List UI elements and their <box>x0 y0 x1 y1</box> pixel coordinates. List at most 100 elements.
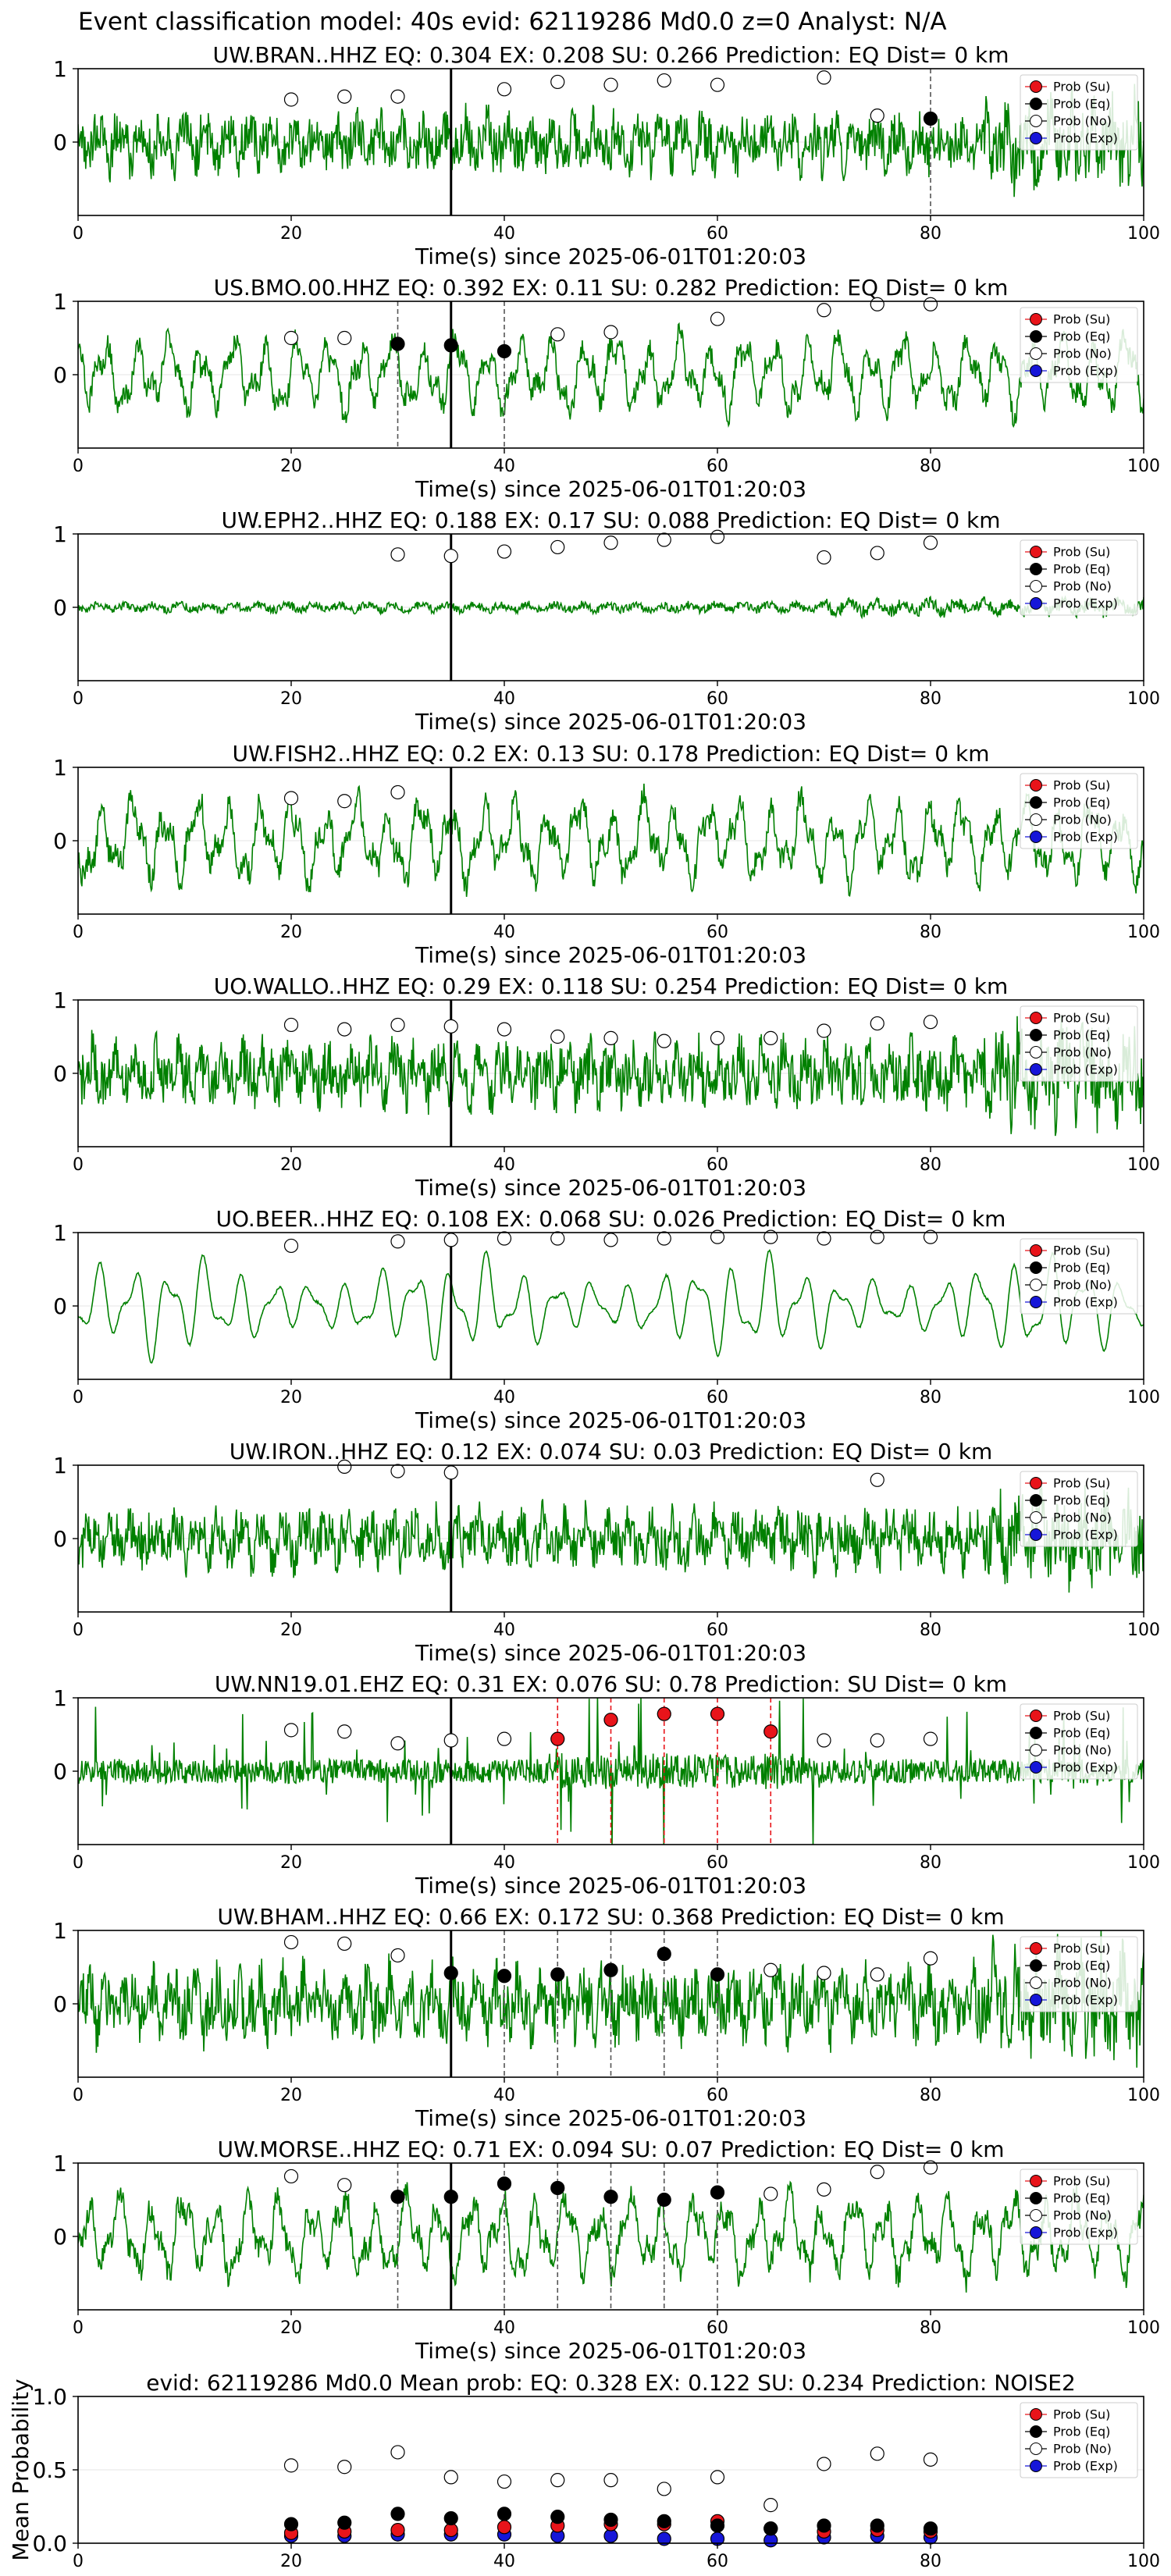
plot-area <box>78 1465 1144 1612</box>
prob-no-point <box>443 1233 458 1247</box>
legend-marker <box>1030 2192 1042 2204</box>
x-tick-label: 0 <box>73 1388 84 1407</box>
x-tick-label: 80 <box>920 1388 941 1407</box>
legend-marker <box>1030 1994 1042 2006</box>
legend-marker <box>1030 1727 1042 1739</box>
x-axis-label: Time(s) since 2025-06-01T01:20:03 <box>415 476 806 502</box>
x-tick-label: 60 <box>707 2086 728 2105</box>
y-tick-label: 0.5 <box>32 2457 67 2483</box>
prob-no-point <box>817 2457 831 2471</box>
legend-label: Prob (Exp) <box>1053 2226 1118 2240</box>
prob-eq-point <box>497 2507 512 2521</box>
x-tick-label: 40 <box>493 923 515 942</box>
panel-title: UO.WALLO..HHZ EQ: 0.29 EX: 0.118 SU: 0.2… <box>214 973 1008 999</box>
x-tick-label: 0 <box>73 1853 84 1873</box>
prob-no-point <box>817 550 831 565</box>
prob-no-point <box>497 1231 512 1246</box>
waveform-trace <box>78 595 1144 620</box>
legend-marker <box>1030 2443 1042 2455</box>
legend-marker <box>1030 132 1042 144</box>
y-tick-label: 0 <box>53 828 67 854</box>
legend-label: Prob (Eq) <box>1053 2425 1110 2439</box>
x-tick-label: 60 <box>707 2552 728 2571</box>
prob-no-point <box>443 1019 458 1034</box>
prob-no-point <box>870 1967 884 1982</box>
plot-area <box>78 1233 1144 1379</box>
legend-label: Prob (Eq) <box>1053 1493 1110 1508</box>
legend-marker <box>1030 1494 1042 1507</box>
x-tick-label: 20 <box>280 689 302 709</box>
prob-no-point <box>657 2482 671 2496</box>
legend-marker <box>1030 1063 1042 1076</box>
prob-eq-point <box>603 2512 618 2528</box>
panel-2: US.BMO.00.HHZ EQ: 0.392 EX: 0.11 SU: 0.2… <box>53 275 1160 502</box>
prob-no-point <box>923 1731 938 1746</box>
prob-no-point <box>923 1951 938 1966</box>
prob-no-point <box>817 1023 831 1038</box>
panel-title: UW.FISH2..HHZ EQ: 0.2 EX: 0.13 SU: 0.178… <box>232 741 989 767</box>
legend-marker <box>1030 831 1042 843</box>
prob-no-point <box>390 1464 405 1478</box>
panel-title: UO.BEER..HHZ EQ: 0.108 EX: 0.068 SU: 0.0… <box>216 1206 1006 1232</box>
x-tick-label: 80 <box>920 1155 941 1175</box>
x-axis-label: Time(s) since 2025-06-01T01:20:03 <box>415 2338 806 2364</box>
legend-box <box>1020 1471 1138 1547</box>
prob-no-point <box>603 535 618 550</box>
prob-no-point <box>710 1030 725 1045</box>
x-tick-label: 80 <box>920 457 941 476</box>
waveform-trace <box>78 1698 1144 1845</box>
y-tick-label: 1 <box>53 56 67 82</box>
x-tick-label: 40 <box>493 689 515 709</box>
legend-marker <box>1030 1528 1042 1541</box>
prob-no-point <box>283 1723 299 1738</box>
x-axis-label: Time(s) since 2025-06-01T01:20:03 <box>415 2105 806 2131</box>
panel-title: evid: 62119286 Md0.0 Mean prob: EQ: 0.32… <box>146 2370 1076 2396</box>
legend-marker <box>1030 1511 1042 1524</box>
legend-label: Prob (Eq) <box>1053 329 1110 344</box>
prob-no-point <box>763 2498 778 2513</box>
prob-eq-point <box>550 2510 565 2524</box>
prob-no-point <box>817 1231 831 1246</box>
legend-marker <box>1030 779 1042 792</box>
prob-eq-point <box>870 2518 884 2533</box>
legend-marker <box>1030 2460 1042 2472</box>
legend-label: Prob (Exp) <box>1053 1528 1118 1542</box>
prob-no-point <box>443 2470 458 2485</box>
legend-label: Prob (Exp) <box>1053 131 1118 146</box>
prob-no-point <box>283 1934 299 1950</box>
prob-eq-point <box>710 1967 725 1982</box>
legend-marker <box>1030 1029 1042 1041</box>
x-tick-label: 20 <box>280 457 302 476</box>
y-tick-label: 0 <box>53 1759 67 1784</box>
x-tick-label: 0 <box>73 224 84 244</box>
prob-eq-point <box>603 2190 618 2204</box>
y-tick-label: 1 <box>53 1685 67 1711</box>
legend-marker <box>1030 1261 1042 1274</box>
prob-no-point <box>337 1022 352 1037</box>
y-tick-label: 1 <box>53 1453 67 1478</box>
prob-eq-point <box>443 338 458 353</box>
panel-8: UW.NN19.01.EHZ EQ: 0.31 EX: 0.076 SU: 0.… <box>53 1671 1160 1898</box>
y-tick-label: 0 <box>53 1293 67 1319</box>
legend-label: Prob (No) <box>1053 813 1112 827</box>
x-tick-label: 100 <box>1127 923 1160 942</box>
panel-title: UW.NN19.01.EHZ EQ: 0.31 EX: 0.076 SU: 0.… <box>215 1671 1007 1697</box>
prob-no-point <box>870 1472 884 1487</box>
legend-label: Prob (Su) <box>1053 1941 1110 1956</box>
prob-no-point <box>657 1034 671 1048</box>
legend-label: Prob (Su) <box>1053 312 1110 327</box>
legend-marker <box>1030 2175 1042 2187</box>
prob-no-point <box>497 1022 512 1037</box>
prob-eq-point <box>283 2517 299 2532</box>
x-tick-label: 40 <box>493 224 515 244</box>
legend-marker <box>1030 1012 1042 1024</box>
prob-no-point <box>870 546 884 560</box>
x-tick-label: 0 <box>73 457 84 476</box>
prob-no-point <box>283 2169 299 2184</box>
prob-eq-point <box>710 2518 725 2533</box>
legend-label: Prob (No) <box>1053 1278 1112 1293</box>
panel-6: UO.BEER..HHZ EQ: 0.108 EX: 0.068 SU: 0.0… <box>53 1206 1160 1433</box>
prob-no-point <box>763 2186 778 2201</box>
x-tick-label: 100 <box>1127 224 1160 244</box>
legend-label: Prob (No) <box>1053 579 1112 594</box>
